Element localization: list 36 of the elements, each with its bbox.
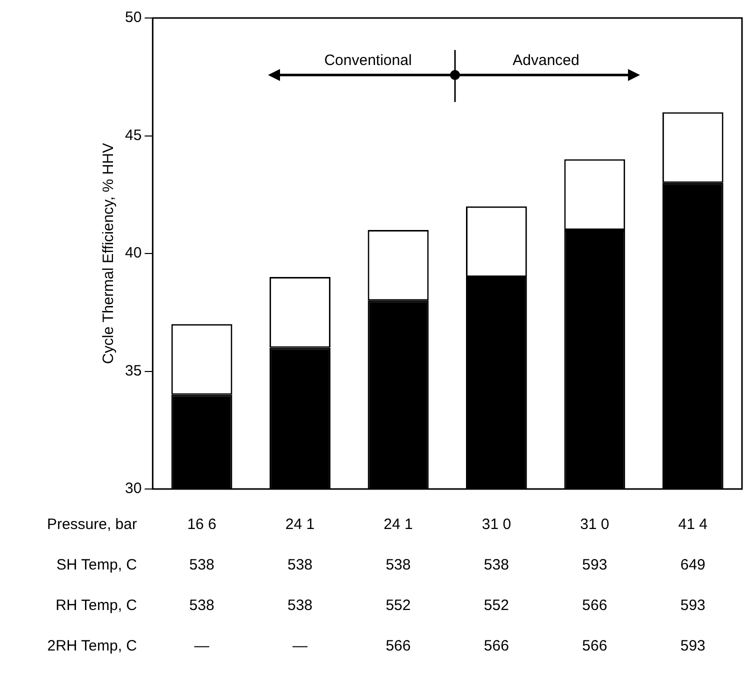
text: 566 bbox=[484, 638, 509, 655]
text: 649 bbox=[680, 556, 706, 574]
annotation: Conventional bbox=[324, 52, 412, 70]
text: SH Temp, C bbox=[56, 556, 138, 574]
text: Pressure, bar bbox=[46, 516, 137, 534]
text: — bbox=[292, 638, 308, 655]
y-tick-label: 45 bbox=[124, 126, 142, 144]
x-tick-label: 24 1 bbox=[384, 516, 413, 534]
text: 566 bbox=[582, 638, 608, 655]
text: 538 bbox=[288, 556, 313, 574]
text: 566 bbox=[386, 638, 411, 655]
text: 538 bbox=[189, 597, 214, 614]
text: 593 bbox=[680, 597, 706, 614]
x-tick-label: 31 0 bbox=[482, 516, 512, 534]
text: 552 bbox=[386, 597, 411, 614]
text: 2RH Temp, C bbox=[47, 638, 138, 655]
x-tick-label: 41 4 bbox=[678, 516, 708, 534]
text: 566 bbox=[582, 597, 608, 614]
y-axis-title: Cycle Thermal Efficiency, % HHV bbox=[100, 143, 118, 364]
text: 538 bbox=[386, 556, 411, 574]
x-tick-label: 24 1 bbox=[285, 516, 315, 534]
x-tick-label: 31 0 bbox=[580, 516, 610, 534]
annotation: Advanced bbox=[512, 52, 580, 70]
y-tick-label: 30 bbox=[124, 480, 142, 498]
x-tick-label: 16 6 bbox=[187, 516, 216, 534]
y-tick-label: 40 bbox=[124, 244, 142, 262]
text: 593 bbox=[680, 638, 706, 655]
text: 538 bbox=[288, 597, 313, 614]
text: RH Temp, C bbox=[56, 597, 138, 614]
y-tick-label: 35 bbox=[124, 362, 142, 380]
y-tick-label: 50 bbox=[124, 9, 142, 26]
text: 552 bbox=[484, 597, 509, 614]
text: — bbox=[194, 638, 210, 655]
text: 538 bbox=[189, 556, 214, 574]
text: 538 bbox=[484, 556, 509, 574]
text: 593 bbox=[582, 556, 608, 574]
